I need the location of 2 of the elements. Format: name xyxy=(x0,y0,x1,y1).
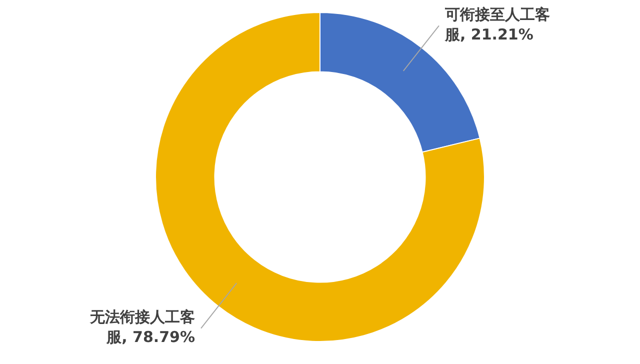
slice-label: 无法衔接人工客服, 78.79% xyxy=(89,308,196,346)
slice-label: 可衔接至人工客服, 21.21% xyxy=(444,6,550,44)
